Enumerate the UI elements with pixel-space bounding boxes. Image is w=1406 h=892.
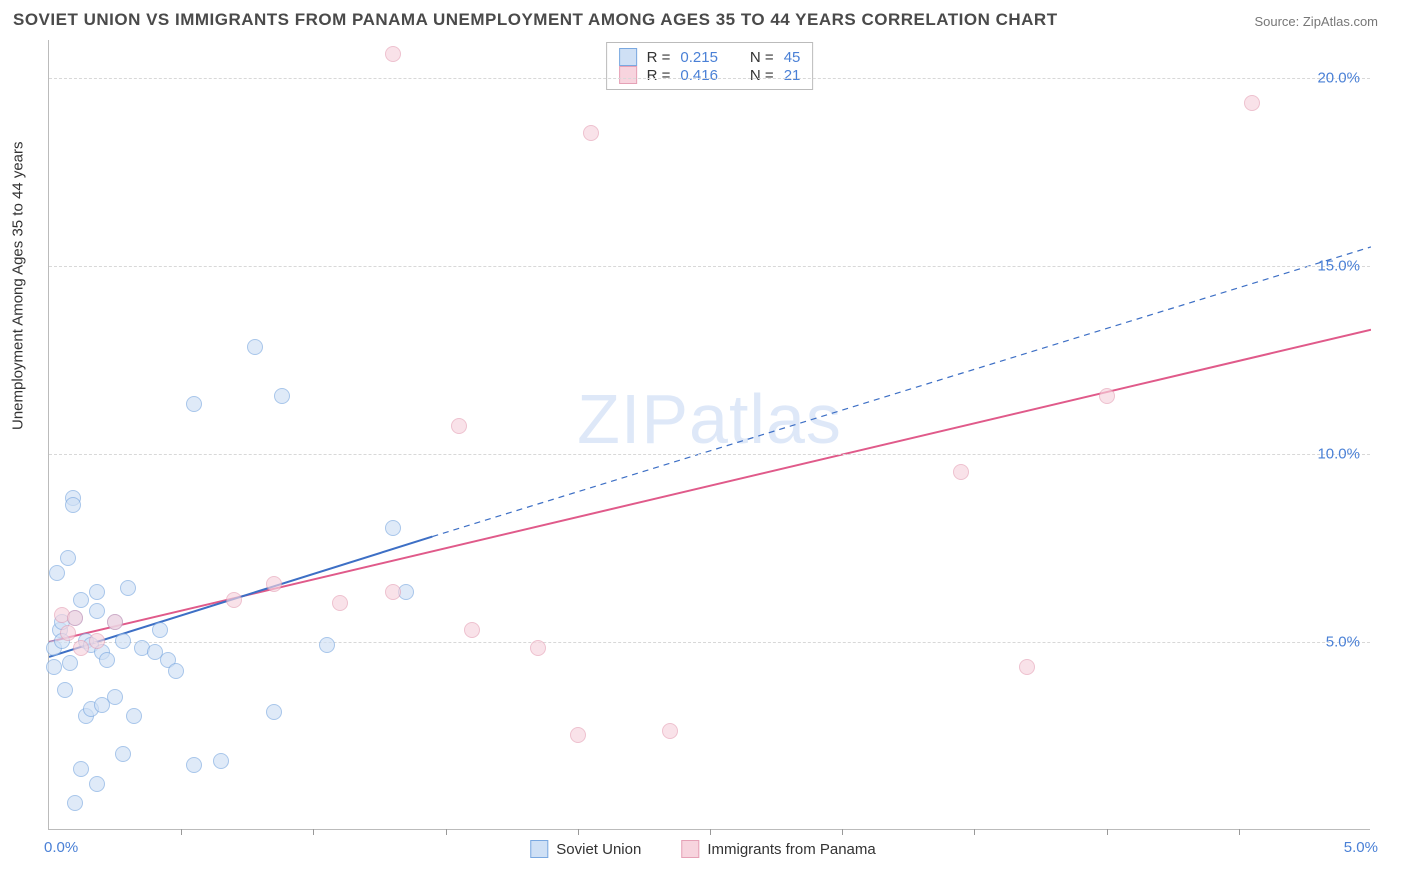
data-point <box>570 727 586 743</box>
gridline <box>49 78 1370 79</box>
data-point <box>583 125 599 141</box>
data-point <box>451 418 467 434</box>
data-point <box>662 723 678 739</box>
watermark: ZIPatlas <box>577 379 842 459</box>
data-point <box>60 625 76 641</box>
legend-series: Soviet Union Immigrants from Panama <box>530 840 875 858</box>
x-tick <box>446 829 447 835</box>
data-point <box>385 520 401 536</box>
x-tick <box>974 829 975 835</box>
data-point <box>107 689 123 705</box>
data-point <box>120 580 136 596</box>
y-tick-label: 20.0% <box>1317 69 1360 86</box>
x-tick <box>313 829 314 835</box>
y-tick-label: 5.0% <box>1326 633 1360 650</box>
data-point <box>67 795 83 811</box>
legend-label: Immigrants from Panama <box>707 841 875 858</box>
legend-row: R = 0.416 N = 21 <box>619 66 801 84</box>
x-tick <box>1107 829 1108 835</box>
data-point <box>186 757 202 773</box>
gridline <box>49 454 1370 455</box>
data-point <box>49 565 65 581</box>
trendlines-layer <box>49 40 1371 830</box>
legend-swatch-panama <box>619 66 637 84</box>
data-point <box>107 614 123 630</box>
data-point <box>186 396 202 412</box>
r-value-soviet: 0.215 <box>680 49 718 66</box>
data-point <box>266 704 282 720</box>
x-tick <box>181 829 182 835</box>
data-point <box>67 610 83 626</box>
legend-item-panama: Immigrants from Panama <box>681 840 875 858</box>
data-point <box>65 497 81 513</box>
data-point <box>266 576 282 592</box>
data-point <box>99 652 115 668</box>
data-point <box>1244 95 1260 111</box>
y-axis-label: Unemployment Among Ages 35 to 44 years <box>10 141 27 430</box>
data-point <box>332 595 348 611</box>
legend-label: Soviet Union <box>556 841 641 858</box>
data-point <box>319 637 335 653</box>
data-point <box>126 708 142 724</box>
x-tick <box>578 829 579 835</box>
legend-row: R = 0.215 N = 45 <box>619 48 801 66</box>
legend-item-soviet: Soviet Union <box>530 840 641 858</box>
legend-swatch-soviet <box>530 840 548 858</box>
x-tick-origin: 0.0% <box>44 839 78 856</box>
n-value-soviet: 45 <box>784 49 801 66</box>
x-tick <box>842 829 843 835</box>
data-point <box>89 603 105 619</box>
data-point <box>89 584 105 600</box>
data-point <box>62 655 78 671</box>
data-point <box>152 622 168 638</box>
x-tick <box>1239 829 1240 835</box>
n-label: N = <box>750 49 774 66</box>
legend-swatch-soviet <box>619 48 637 66</box>
data-point <box>60 550 76 566</box>
data-point <box>385 46 401 62</box>
legend-correlation: R = 0.215 N = 45 R = 0.416 N = 21 <box>606 42 814 90</box>
r-label: R = <box>647 49 671 66</box>
gridline <box>49 642 1370 643</box>
data-point <box>385 584 401 600</box>
data-point <box>530 640 546 656</box>
source-label: Source: ZipAtlas.com <box>1254 14 1378 29</box>
data-point <box>73 761 89 777</box>
data-point <box>1019 659 1035 675</box>
scatter-plot-area: ZIPatlas R = 0.215 N = 45 R = 0.416 N = … <box>48 40 1370 830</box>
data-point <box>1099 388 1115 404</box>
legend-swatch-panama <box>681 840 699 858</box>
data-point <box>247 339 263 355</box>
data-point <box>89 633 105 649</box>
r-label: R = <box>647 67 671 84</box>
data-point <box>57 682 73 698</box>
data-point <box>953 464 969 480</box>
data-point <box>274 388 290 404</box>
y-tick-label: 10.0% <box>1317 445 1360 462</box>
data-point <box>73 592 89 608</box>
chart-title: SOVIET UNION VS IMMIGRANTS FROM PANAMA U… <box>13 10 1058 30</box>
x-tick-max: 5.0% <box>1344 839 1378 856</box>
data-point <box>115 746 131 762</box>
data-point <box>115 633 131 649</box>
data-point <box>464 622 480 638</box>
r-value-panama: 0.416 <box>680 67 718 84</box>
y-tick-label: 15.0% <box>1317 257 1360 274</box>
data-point <box>73 640 89 656</box>
data-point <box>213 753 229 769</box>
data-point <box>89 776 105 792</box>
gridline <box>49 266 1370 267</box>
data-point <box>46 659 62 675</box>
data-point <box>168 663 184 679</box>
data-point <box>226 592 242 608</box>
x-tick <box>710 829 711 835</box>
n-value-panama: 21 <box>784 67 801 84</box>
n-label: N = <box>750 67 774 84</box>
